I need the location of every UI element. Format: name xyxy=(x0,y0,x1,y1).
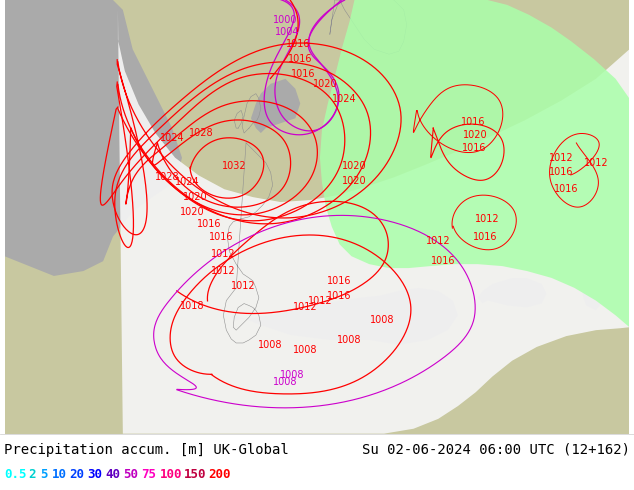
Text: 30: 30 xyxy=(87,468,103,481)
Text: 1016: 1016 xyxy=(327,276,352,286)
Text: 1012: 1012 xyxy=(426,237,451,246)
Text: Su 02-06-2024 06:00 UTC (12+162): Su 02-06-2024 06:00 UTC (12+162) xyxy=(362,443,630,457)
Polygon shape xyxy=(4,0,133,158)
Text: 1020: 1020 xyxy=(179,207,204,217)
Text: 1012: 1012 xyxy=(231,281,256,291)
Text: 200: 200 xyxy=(209,468,231,481)
Text: 1008: 1008 xyxy=(259,340,283,350)
Text: 1016: 1016 xyxy=(431,256,455,266)
Text: 0.5: 0.5 xyxy=(4,468,27,481)
Text: 1012: 1012 xyxy=(211,249,236,259)
Text: 50: 50 xyxy=(124,468,138,481)
Text: 1016: 1016 xyxy=(197,219,222,229)
Text: 150: 150 xyxy=(184,468,207,481)
Text: 1020: 1020 xyxy=(313,79,337,89)
Text: 1008: 1008 xyxy=(337,335,362,345)
Text: 5: 5 xyxy=(40,468,48,481)
Text: 1016: 1016 xyxy=(291,69,316,79)
Text: 1012: 1012 xyxy=(293,302,318,313)
Text: 1012: 1012 xyxy=(584,158,608,168)
Text: 1008: 1008 xyxy=(370,315,394,325)
Text: 1016: 1016 xyxy=(549,168,574,177)
Text: 1012: 1012 xyxy=(476,214,500,224)
Polygon shape xyxy=(118,10,630,434)
Text: 1020: 1020 xyxy=(342,161,366,171)
Text: 1016: 1016 xyxy=(327,291,352,301)
Text: 1016: 1016 xyxy=(286,39,311,49)
Text: 1012: 1012 xyxy=(307,295,332,306)
Text: 1000: 1000 xyxy=(273,15,298,24)
Text: 1024: 1024 xyxy=(332,94,357,103)
Text: 1016: 1016 xyxy=(554,184,579,194)
Text: 1008: 1008 xyxy=(273,377,298,388)
Text: 1008: 1008 xyxy=(280,369,304,380)
Text: 1018: 1018 xyxy=(179,300,204,311)
Text: 2: 2 xyxy=(29,468,36,481)
Text: 1016: 1016 xyxy=(209,232,234,242)
Polygon shape xyxy=(477,278,547,308)
Text: 1020: 1020 xyxy=(463,130,488,140)
Polygon shape xyxy=(231,288,458,345)
Polygon shape xyxy=(251,79,301,133)
Polygon shape xyxy=(320,0,630,327)
Text: 1024: 1024 xyxy=(174,177,199,187)
Text: 1016: 1016 xyxy=(288,54,313,64)
Text: 100: 100 xyxy=(160,468,182,481)
Text: 1016: 1016 xyxy=(474,232,498,242)
Text: 1028: 1028 xyxy=(190,128,214,138)
Text: 20: 20 xyxy=(70,468,84,481)
Polygon shape xyxy=(4,0,182,276)
Text: 1020: 1020 xyxy=(183,192,207,202)
Text: 1008: 1008 xyxy=(293,345,318,355)
Text: 1016: 1016 xyxy=(462,143,486,153)
Text: Precipitation accum. [m] UK-Global: Precipitation accum. [m] UK-Global xyxy=(4,443,288,457)
Text: 1028: 1028 xyxy=(155,172,179,182)
Text: 1004: 1004 xyxy=(275,26,300,37)
Text: 1016: 1016 xyxy=(460,117,485,127)
Text: 40: 40 xyxy=(105,468,120,481)
Text: 1032: 1032 xyxy=(222,161,247,171)
Text: 1012: 1012 xyxy=(211,266,236,276)
Polygon shape xyxy=(581,271,604,311)
Text: 1024: 1024 xyxy=(160,133,184,143)
Text: 10: 10 xyxy=(51,468,67,481)
Text: 1020: 1020 xyxy=(342,176,366,186)
Text: 75: 75 xyxy=(141,468,157,481)
Text: 1012: 1012 xyxy=(549,153,574,163)
